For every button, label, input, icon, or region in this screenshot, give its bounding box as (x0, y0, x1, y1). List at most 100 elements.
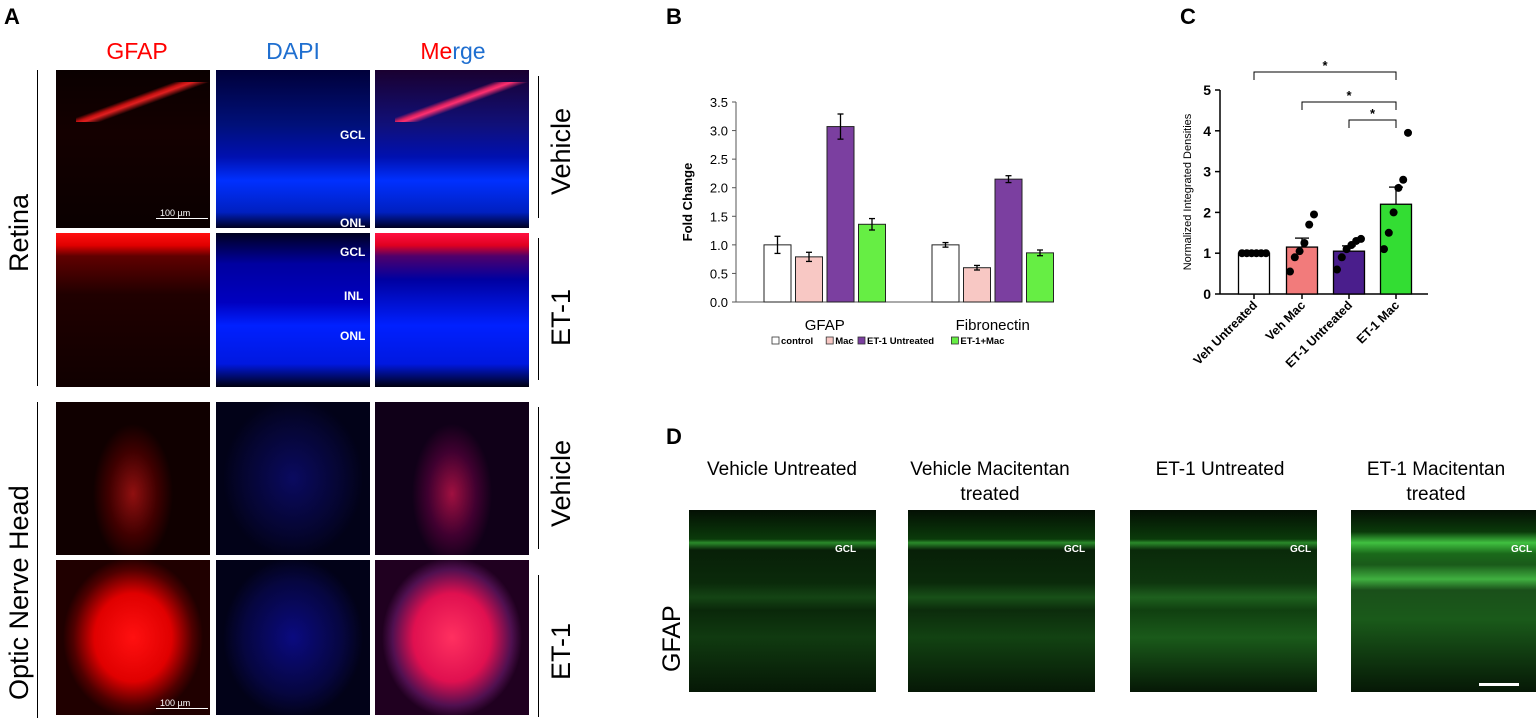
condition-line-3 (538, 407, 539, 549)
data-point (1300, 239, 1309, 247)
y-tick-label: 0.5 (710, 266, 728, 281)
panel-d-header-2-line-2: treated (960, 484, 1020, 505)
gcl-label: GCL (835, 544, 857, 555)
dapi-column-header: DAPI (266, 38, 320, 64)
data-point (1290, 253, 1299, 262)
legend-label: control (781, 336, 813, 347)
condition-label-onh-et1: ET-1 (546, 622, 576, 680)
data-point (1262, 249, 1270, 258)
gcl-label: GCL (1511, 544, 1533, 555)
gcl-label: GCL (340, 245, 366, 259)
condition-line-1 (538, 76, 539, 218)
panel-d-header-2-line-1: Vehicle Macitentan (910, 459, 1070, 480)
y-tick-label: 1.0 (710, 238, 728, 253)
merge-header-blue: rge (452, 38, 486, 64)
gfap-vehicle-untreated-image: GCL (689, 510, 876, 692)
data-point (1337, 253, 1346, 262)
y-tick-label: 4 (1203, 123, 1211, 139)
merge-column-header: Merge (373, 38, 533, 65)
retina-group-line (37, 70, 38, 386)
gfap-et1-untreated-image: GCL (1130, 510, 1317, 692)
y-axis-label: Normalized Integrated Densities (1182, 113, 1194, 270)
condition-line-4 (538, 575, 539, 717)
gfap-vehicle-macitentan-image: GCL (908, 510, 1095, 692)
onl-label: ONL (340, 329, 366, 343)
panel-d-letter: D (666, 424, 682, 449)
bar-veh-untreated (1237, 252, 1271, 295)
bar-et-1-mac (858, 223, 886, 303)
y-tick-label: 1.5 (710, 209, 728, 224)
onh-et1-gfap-image: 100 µm (56, 560, 210, 715)
bar-mac (963, 267, 991, 303)
data-point (1394, 183, 1403, 192)
data-point (1389, 208, 1398, 217)
onh-group-line (37, 402, 38, 718)
condition-label-onh-vehicle: Vehicle (546, 439, 576, 527)
category-label: ET-1 Mac (1354, 298, 1402, 346)
data-point (1310, 210, 1318, 219)
significance-bracket (1253, 71, 1397, 80)
onh-row-label: Optic Nerve Head (4, 485, 34, 700)
data-point (1305, 220, 1314, 229)
legend: control Mac ET-1 Untreated ET-1+Mac (771, 336, 1004, 347)
panel-a-letter: A (4, 4, 20, 29)
significance-bracket (1301, 101, 1397, 110)
legend-label: Mac (835, 336, 853, 347)
significance-bracket (1348, 119, 1397, 128)
y-tick-label: 3.0 (710, 124, 728, 139)
panel-d-header-2: Vehicle Macitentan treated (880, 457, 1100, 507)
significance-star: * (1346, 88, 1352, 103)
onh-vehicle-merge-image (375, 402, 529, 555)
condition-label-retina-et1: ET-1 (546, 288, 576, 346)
gfap-column-header: GFAP (106, 38, 168, 64)
y-tick-label: 2.0 (710, 181, 728, 196)
panel-d-header-4-line-1: ET-1 Macitentan (1366, 459, 1506, 480)
data-point (1333, 265, 1341, 274)
retina-et1-gfap-image (56, 233, 210, 387)
retina-vehicle-gfap-image: 100 µm (56, 70, 210, 228)
panel-b-letter: B (666, 4, 682, 29)
onh-vehicle-gfap-image (56, 402, 210, 555)
data-point (1380, 245, 1388, 254)
scale-bar-label-top: 100 µm (160, 208, 191, 218)
fold-change-chart: 0.0 0.5 1.0 1.5 2.0 2.5 3.0 3.5 Fold Change GFAP F… (680, 95, 1054, 347)
legend-swatch (857, 336, 866, 345)
bar-mac (795, 256, 823, 303)
data-point (1357, 234, 1365, 243)
retina-et1-merge-image (375, 233, 529, 387)
bar-et-1-untreated (994, 178, 1023, 303)
panel-d-header-1-line-1: Vehicle Untreated (707, 459, 857, 480)
scale-bar (1479, 683, 1519, 686)
y-tick-label: 2.5 (710, 152, 728, 167)
category-label: Veh Untreated (1191, 298, 1260, 367)
category-label: GFAP (805, 317, 845, 334)
legend-label: ET-1 Untreated (867, 336, 934, 347)
gcl-label: GCL (1064, 544, 1086, 555)
category-label: Fibronectin (956, 317, 1030, 334)
panel-d-header-4: ET-1 Macitentan treated (1336, 457, 1536, 507)
panel-d-header-3: ET-1 Untreated (1120, 457, 1320, 482)
condition-line-2 (538, 238, 539, 380)
retina-row-label: Retina (4, 193, 34, 272)
panel-c-letter: C (1180, 4, 1196, 29)
integrated-density-chart: 0 1 2 3 4 5 Normalized Integrated Densities Veh… (1182, 60, 1428, 371)
panel-d-header-3-line-1: ET-1 Untreated (1155, 459, 1285, 480)
onl-label: ONL (340, 216, 366, 228)
bar-control (931, 244, 960, 303)
merge-header-red: Me (420, 38, 453, 64)
bar-et-1-mac (1026, 252, 1054, 303)
y-tick-label: 3 (1203, 164, 1211, 180)
data-point (1286, 267, 1294, 276)
panel-d-header-1: Vehicle Untreated (682, 457, 882, 482)
onh-vehicle-dapi-image (216, 402, 370, 555)
category-label: Veh Mac (1263, 298, 1308, 343)
gcl-label: GCL (1290, 544, 1312, 555)
data-point (1399, 175, 1408, 184)
gcl-label: GCL (340, 128, 366, 142)
y-tick-label: 0 (1203, 286, 1211, 302)
y-axis-label: Fold Change (680, 163, 695, 242)
onh-et1-merge-image (375, 560, 529, 715)
inl-label: INL (344, 289, 364, 303)
retina-vehicle-dapi-image: GCL ONL (216, 70, 370, 228)
condition-label-retina-vehicle: Vehicle (546, 107, 576, 195)
